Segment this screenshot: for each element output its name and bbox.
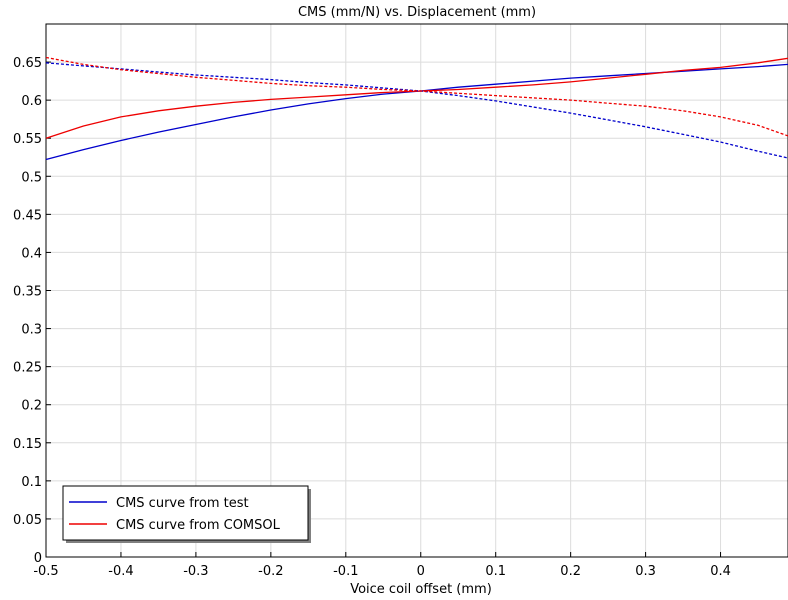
y-tick-label: 0.5 xyxy=(21,170,42,185)
y-tick-label: 0.2 xyxy=(21,399,42,414)
grid xyxy=(45,24,788,558)
legend-label: CMS curve from COMSOL xyxy=(116,518,281,533)
x-tick-label: 0.3 xyxy=(635,564,656,579)
series xyxy=(45,56,788,161)
y-tick-label: 0.35 xyxy=(13,285,42,300)
series-dotted-line-3 xyxy=(45,56,788,137)
series-line-0 xyxy=(45,63,788,161)
y-tick-label: 0.15 xyxy=(13,437,42,452)
x-tick-label: -0.1 xyxy=(333,564,358,579)
x-tick-label: 0 xyxy=(417,564,425,579)
y-tick-label: 0.4 xyxy=(21,246,42,261)
y-tick-label: 0.45 xyxy=(13,208,42,223)
x-tick-label: 0.2 xyxy=(560,564,581,579)
x-tick-label: -0.5 xyxy=(33,564,58,579)
series-line-1 xyxy=(45,57,788,139)
y-tick-label: 0.25 xyxy=(13,361,42,376)
y-tick-label: 0.1 xyxy=(21,475,42,490)
x-tick-label: -0.3 xyxy=(183,564,208,579)
ticks: -0.5 -0.4 -0.3 -0.2 -0.1 0 0.1 0.2 0.3 0.4 0 0.05 0.… xyxy=(13,56,731,579)
y-tick-label: 0 xyxy=(34,551,42,566)
x-tick-label: 0.1 xyxy=(485,564,506,579)
x-tick-label: 0.4 xyxy=(710,564,731,579)
y-tick-label: 0.3 xyxy=(21,323,42,338)
y-tick-label: 0.05 xyxy=(13,513,42,528)
y-tick-label: 0.65 xyxy=(13,56,42,71)
x-tick-label: -0.2 xyxy=(258,564,283,579)
chart-title: CMS (mm/N) vs. Displacement (mm) xyxy=(298,5,536,20)
x-axis-label: Voice coil offset (mm) xyxy=(350,582,492,597)
legend-label: CMS curve from test xyxy=(116,496,249,511)
legend-box xyxy=(62,485,309,541)
x-tick-label: -0.4 xyxy=(108,564,133,579)
legend: CMS curve from test CMS curve from COMSOL xyxy=(62,485,311,543)
y-tick-label: 0.6 xyxy=(21,94,42,109)
y-tick-label: 0.55 xyxy=(13,132,42,147)
